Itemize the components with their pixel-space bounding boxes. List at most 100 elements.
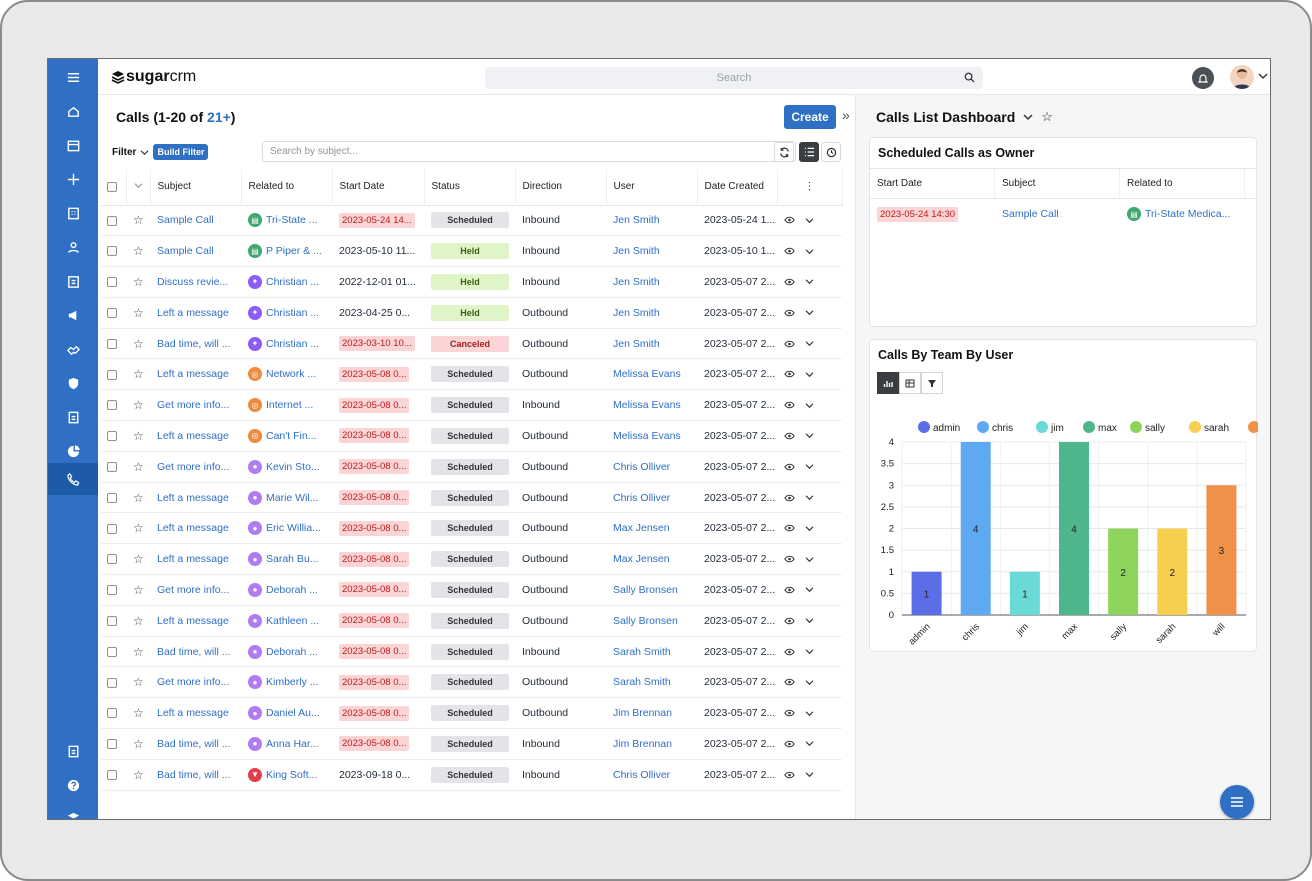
related-link[interactable]: ✦ Christian ... xyxy=(248,274,332,289)
preview-eye-icon[interactable] xyxy=(784,586,795,594)
floating-menu-button[interactable] xyxy=(1220,785,1254,819)
user-link[interactable]: Chris Olliver xyxy=(606,451,697,483)
favorite-cell[interactable]: ☆ xyxy=(126,389,150,422)
list-view-icon[interactable] xyxy=(799,142,819,162)
filter-dropdown[interactable]: Filter xyxy=(112,146,137,158)
favorite-star-icon[interactable]: ☆ xyxy=(133,767,144,782)
chevron-down-icon[interactable] xyxy=(134,182,143,189)
subject-link[interactable]: Discuss revie... xyxy=(150,266,241,298)
row-checkbox[interactable] xyxy=(107,308,117,318)
row-checkbox[interactable] xyxy=(107,246,117,257)
preview-eye-icon[interactable] xyxy=(784,340,795,348)
row-checkbox-cell[interactable] xyxy=(100,605,126,637)
dashboard-title[interactable]: Calls List Dashboard ☆ xyxy=(876,109,1053,125)
row-checkbox-cell[interactable] xyxy=(100,266,126,298)
subject-link[interactable]: Get more info... xyxy=(150,389,241,422)
row-checkbox[interactable] xyxy=(107,461,117,472)
row-checkbox-cell[interactable] xyxy=(100,205,126,237)
table-row[interactable]: ☆ Bad time, will ... ● Deborah ... 2023-05-0… xyxy=(100,636,842,668)
row-checkbox[interactable] xyxy=(107,708,117,719)
bar-sally[interactable] xyxy=(1108,528,1139,616)
help-icon[interactable] xyxy=(48,769,98,801)
favorite-star-icon[interactable]: ☆ xyxy=(133,428,144,443)
legend-swatch-chris[interactable] xyxy=(977,421,989,433)
row-actions-chevron-icon[interactable] xyxy=(805,586,814,593)
related-link[interactable]: ◎ Network ... xyxy=(248,367,332,382)
bar-admin[interactable] xyxy=(911,571,942,615)
subject-link[interactable]: Bad time, will ... xyxy=(150,728,241,760)
favorite-star-icon[interactable]: ☆ xyxy=(133,274,144,289)
row-actions-chevron-icon[interactable] xyxy=(805,617,814,624)
favorite-cell[interactable]: ☆ xyxy=(126,297,150,329)
row-checkbox-cell[interactable] xyxy=(100,697,126,730)
related-link[interactable]: ● Kimberly ... xyxy=(248,675,332,690)
row-checkbox-cell[interactable] xyxy=(100,451,126,483)
table-row[interactable]: ☆ Get more info... ● Deborah ... 2023-05-08 … xyxy=(100,574,842,606)
build-filter-button[interactable]: Build Filter xyxy=(153,144,209,160)
row-actions-chevron-icon[interactable] xyxy=(805,494,814,501)
table-row[interactable]: ☆ Left a message ◎ Can't Fin... 2023-05-08 0… xyxy=(100,420,842,452)
subject-link[interactable]: Left a message xyxy=(150,543,241,576)
related-link[interactable]: ● Deborah ... xyxy=(248,582,332,597)
chevron-down-icon[interactable] xyxy=(1023,113,1033,121)
bar-jim[interactable] xyxy=(1009,571,1040,615)
create-button[interactable]: Create xyxy=(784,105,836,129)
column-header-date-created[interactable]: Date Created xyxy=(697,169,778,206)
related-link[interactable]: ● Kathleen ... xyxy=(248,613,332,628)
table-row[interactable]: ☆ Left a message ● Daniel Au... 2023-05-08 0… xyxy=(100,697,842,730)
user-link[interactable]: Chris Olliver xyxy=(606,482,697,514)
row-checkbox[interactable] xyxy=(107,585,117,596)
preview-eye-icon[interactable] xyxy=(784,740,795,748)
subject-link[interactable]: Bad time, will ... xyxy=(150,636,241,668)
bar-chris[interactable] xyxy=(960,442,991,615)
user-link[interactable]: Max Jensen xyxy=(606,543,697,576)
preview-eye-icon[interactable] xyxy=(784,309,795,317)
related-link[interactable]: ● Daniel Au... xyxy=(248,706,332,721)
home-icon[interactable] xyxy=(48,95,98,127)
related-link[interactable]: ● Kevin Sto... xyxy=(248,459,332,474)
preview-eye-icon[interactable] xyxy=(784,401,795,409)
table-row[interactable]: ☆ Left a message ● Sarah Bu... 2023-05-08 0.… xyxy=(100,543,842,576)
column-header-start-date[interactable]: Start Date xyxy=(332,169,425,206)
related-link[interactable]: ◎ Internet ... xyxy=(248,398,332,413)
row-checkbox-cell[interactable] xyxy=(100,297,126,329)
table-row[interactable]: ☆ Sample Call ▤ P Piper & ... 2023-05-10 11.… xyxy=(100,235,842,268)
related-link[interactable]: ● Anna Har... xyxy=(248,736,332,751)
bar-sarah[interactable] xyxy=(1157,528,1188,616)
row-actions-chevron-icon[interactable] xyxy=(805,463,814,470)
favorite-cell[interactable]: ☆ xyxy=(126,451,150,483)
row-checkbox[interactable] xyxy=(107,277,117,288)
related-link[interactable]: ✦ Christian ... xyxy=(248,305,332,320)
user-link[interactable]: Jen Smith xyxy=(606,297,697,329)
subject-search-input[interactable]: Search by subject... xyxy=(262,141,796,162)
legend-label-sally[interactable]: sally xyxy=(1145,423,1165,434)
row-checkbox[interactable] xyxy=(107,215,117,226)
bar-max[interactable] xyxy=(1059,442,1089,615)
table-view-icon[interactable] xyxy=(899,372,921,394)
row-checkbox-cell[interactable] xyxy=(100,543,126,576)
subject-link[interactable]: Left a message xyxy=(150,605,241,637)
table-row[interactable]: ☆ Left a message ● Eric Willia... 2023-05-08… xyxy=(100,512,842,545)
legend-label-sarah[interactable]: sarah xyxy=(1204,423,1229,434)
related-link[interactable]: ▤ P Piper & ... xyxy=(248,244,332,259)
row-checkbox[interactable] xyxy=(107,646,117,657)
chevron-down-icon[interactable] xyxy=(1258,72,1268,80)
favorite-cell[interactable]: ☆ xyxy=(126,512,150,545)
preview-eye-icon[interactable] xyxy=(784,678,795,686)
favorite-star-icon[interactable]: ☆ xyxy=(133,213,144,228)
global-search[interactable]: Search xyxy=(485,67,983,89)
row-checkbox-cell[interactable] xyxy=(100,666,126,699)
favorite-star-icon[interactable]: ☆ xyxy=(133,305,144,320)
preview-eye-icon[interactable] xyxy=(784,370,795,378)
favorite-star-icon[interactable]: ☆ xyxy=(133,644,144,659)
scheduled-related-link[interactable]: ▤ Tri-State Medica... xyxy=(1127,207,1230,221)
favorite-cell[interactable]: ☆ xyxy=(126,358,150,391)
favorite-cell[interactable]: ☆ xyxy=(126,728,150,760)
search-icon[interactable] xyxy=(964,72,975,83)
preview-eye-icon[interactable] xyxy=(784,617,795,625)
row-checkbox[interactable] xyxy=(107,338,117,349)
user-link[interactable]: Jim Brennan xyxy=(606,697,697,730)
row-actions-chevron-icon[interactable] xyxy=(805,648,814,655)
clock-icon[interactable] xyxy=(821,142,841,162)
legend-swatch-sarah[interactable] xyxy=(1189,421,1201,433)
